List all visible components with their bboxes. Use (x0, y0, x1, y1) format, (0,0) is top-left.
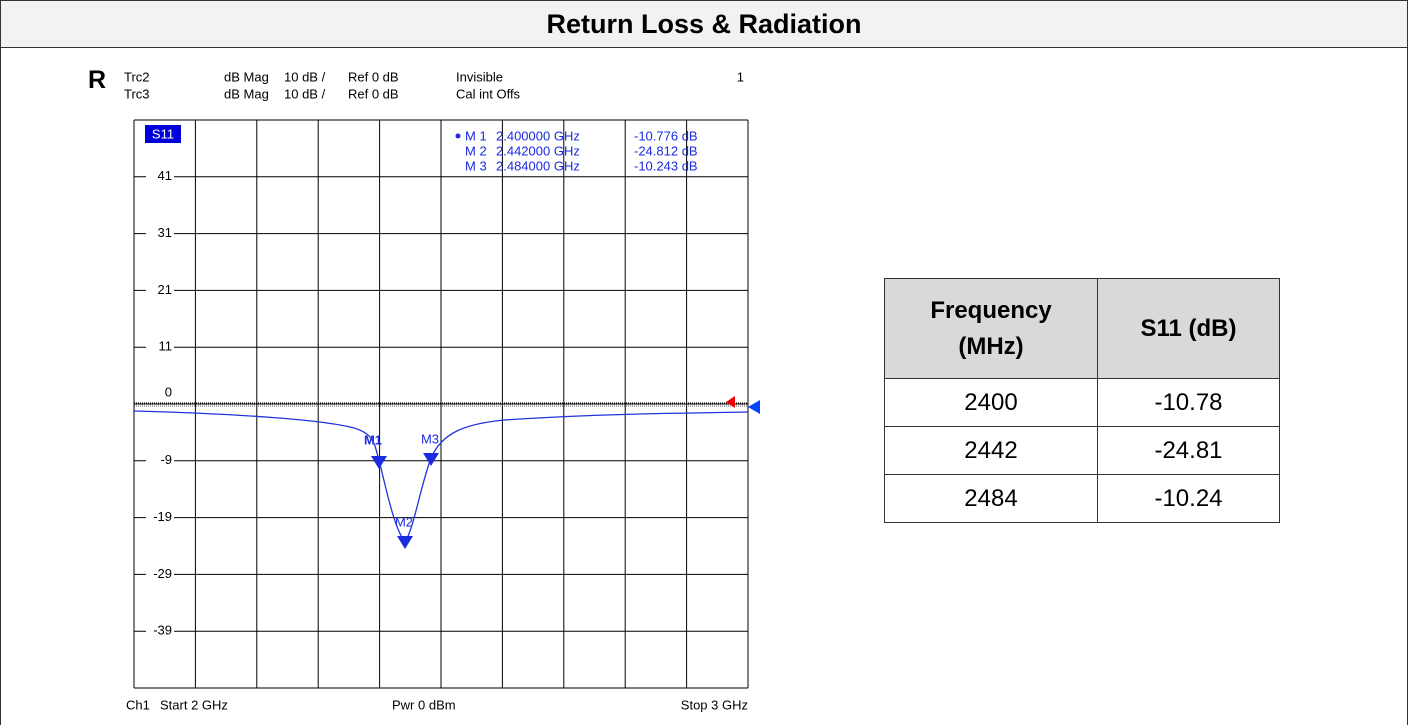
marker-frequency: 2.484000 GHz (496, 158, 580, 173)
marker-value: -24.812 dB (634, 143, 698, 158)
cell: -10.78 (1097, 378, 1280, 427)
label-bg (146, 453, 174, 468)
screen-texts: Trc2 dB Mag 10 dB / Ref 0 dB Invisible 1 Trc3 d… (124, 69, 748, 712)
label-bg (146, 283, 174, 298)
trace-info: dB Mag (224, 86, 269, 101)
marker-triangle (371, 456, 387, 469)
section-label: R (88, 66, 107, 94)
trace-info: 10 dB / (284, 69, 326, 84)
cell: 2400 (884, 378, 1098, 427)
trace-info: 10 dB / (284, 86, 326, 101)
label-bg (146, 340, 174, 355)
ref-arrow (726, 396, 735, 408)
trace-info: dB Mag (224, 69, 269, 84)
y-label: 11 (159, 339, 173, 354)
page-title: Return Loss & Radiation (0, 0, 1408, 48)
trace-info: Cal int Offs (456, 86, 521, 101)
trace-info: Ref 0 dB (348, 69, 399, 84)
y-label: 31 (158, 225, 172, 240)
trace-info: Trc2 (124, 69, 150, 84)
footer-info: Stop 3 GHz (681, 697, 748, 712)
trace-info: 1 (737, 69, 744, 84)
screen-bg (124, 58, 760, 725)
label-bg (146, 226, 174, 241)
table-row: 2442 -24.81 (884, 426, 1280, 475)
y-label: -9 (160, 452, 172, 467)
header-cell: S11 (dB) (1097, 278, 1280, 379)
active-marker-dot (455, 133, 461, 139)
grid (133, 119, 749, 689)
marker-tag: M3 (421, 431, 439, 446)
table-header: Frequency (MHz) S11 (dB) (884, 278, 1280, 379)
y-label: -29 (153, 566, 172, 581)
y-label: -39 (153, 623, 172, 638)
trace-info: Invisible (456, 69, 503, 84)
table-row: 2484 -10.24 (884, 474, 1280, 523)
marker-frequency: 2.442000 GHz (496, 143, 580, 158)
trace-info: Trc3 (124, 86, 150, 101)
label-bg (146, 386, 174, 400)
marker-triangle (397, 536, 413, 549)
y-label: -19 (153, 509, 172, 524)
cell: -10.24 (1097, 474, 1280, 523)
y-label: 41 (158, 168, 172, 183)
marker-label: M 2 (465, 143, 487, 158)
cell: -24.81 (1097, 426, 1280, 475)
marker-triangle (423, 453, 439, 466)
trace-badge: S11 (152, 126, 174, 141)
header-text: Frequency (MHz) (930, 296, 1052, 360)
marker-value: -10.243 dB (634, 158, 698, 173)
label-bg (146, 510, 174, 525)
marker-frequency: 2.400000 GHz (496, 128, 580, 143)
table-row: 2400 -10.78 (884, 378, 1280, 427)
trace-info: Ref 0 dB (348, 86, 399, 101)
label-bg (146, 567, 174, 582)
marker-value: -10.776 dB (634, 128, 698, 143)
footer-info: Pwr 0 dBm (392, 697, 456, 712)
y-label: 21 (158, 282, 172, 297)
cell: 2442 (884, 426, 1098, 475)
ref-arrow (748, 400, 760, 414)
label-bg (146, 624, 174, 639)
y-label: 0 (165, 384, 172, 399)
results-table: Frequency (MHz) S11 (dB) 2400 -10.78 2442… (884, 278, 1280, 523)
marker-label: M 3 (465, 158, 487, 173)
footer-info: Ch1 (126, 697, 150, 712)
header-cell: Frequency (MHz) (884, 278, 1098, 379)
trace-badge-bg (145, 125, 181, 143)
analyzer-screen: Trc2 dB Mag 10 dB / Ref 0 dB Invisible 1 Trc3 d… (124, 58, 760, 725)
label-bg (146, 169, 174, 184)
marker-label: M 1 (465, 128, 487, 143)
marker-tag: M2 (395, 514, 413, 529)
cell: 2484 (884, 474, 1098, 523)
footer-info: Start 2 GHz (160, 697, 228, 712)
